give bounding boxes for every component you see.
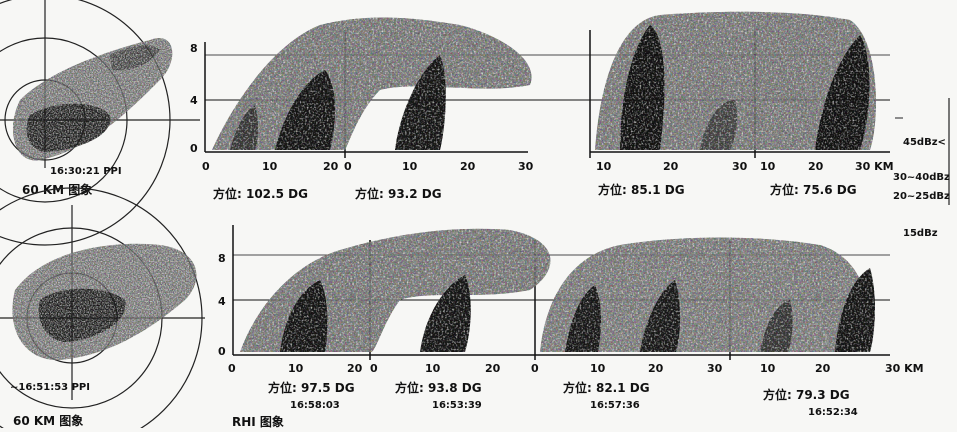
rhi-top-row: 8 4 0 0 10 20 0 10 20 30 10 20 30 10 20 …	[190, 11, 894, 201]
bottom-p1-x-20: 20	[347, 362, 363, 375]
bottom-p4-x-10: 10	[760, 362, 776, 375]
top-p3-azimuth: 方位: 85.1 DG	[598, 182, 685, 197]
legend-45dbz: 45dBz<	[903, 137, 946, 148]
ppi-bottom-scope: ~16:51:53 PPI 60 KM 图象	[0, 187, 205, 432]
bottom-p1-x-10: 10	[288, 362, 304, 375]
top-p3-x-30: 30	[732, 160, 748, 173]
top-p2-x-10: 10	[402, 160, 418, 173]
top-p4-x-10: 10	[760, 160, 776, 173]
bottom-p3-x-30: 30	[707, 362, 723, 375]
rhi-caption: RHI 图象	[232, 414, 284, 428]
top-p1-x-0: 0	[202, 160, 210, 173]
top-p2-x-30: 30	[518, 160, 534, 173]
bottom-p2-x-10: 10	[425, 362, 441, 375]
legend-20-25dbz: 20~25dBz	[893, 191, 950, 202]
bottom-p3-x-0: 0	[531, 362, 539, 375]
top-p2-x-0: 0	[344, 160, 352, 173]
ppi-bottom-caption: 60 KM 图象	[13, 413, 83, 428]
top-p2-azimuth: 方位: 93.2 DG	[355, 186, 442, 201]
bottom-p1-time: 16:58:03	[290, 400, 340, 411]
bottom-p4-x-20: 20	[815, 362, 831, 375]
bottom-p4-time: 16:52:34	[808, 407, 858, 418]
bottom-p4-x-30km: 30 KM	[885, 362, 924, 375]
top-p4-x-20: 20	[808, 160, 824, 173]
ppi-top-scope: 16:30:21 PPI 60 KM 图象	[0, 0, 200, 246]
bottom-p1-azimuth: 方位: 97.5 DG	[268, 380, 355, 395]
bottom-p3-x-20: 20	[648, 362, 664, 375]
top-p4-x-30km: 30 KM	[855, 160, 894, 173]
bottom-p3-time: 16:57:36	[590, 400, 640, 411]
legend-30-40dbz: 30~40dBz	[893, 172, 950, 183]
bottom-y-tick-4: 4	[218, 295, 226, 308]
ppi-bottom-time: ~16:51:53 PPI	[10, 382, 90, 393]
ppi-top-caption: 60 KM 图象	[22, 182, 92, 197]
rhi-bottom-row: 8 4 0 0 10 20 0 10 20 0 10 20 30 10 20 3…	[218, 225, 924, 429]
top-p1-x-20: 20	[323, 160, 339, 173]
bottom-p3-x-10: 10	[590, 362, 606, 375]
bottom-y-tick-8: 8	[218, 252, 226, 265]
bottom-p2-time: 16:53:39	[432, 400, 482, 411]
top-p4-azimuth: 方位: 75.6 DG	[770, 182, 857, 197]
top-y-tick-4: 4	[190, 94, 198, 107]
top-p1-azimuth: 方位: 102.5 DG	[213, 186, 308, 201]
reflectivity-legend: 45dBz< 30~40dBz 20~25dBz 15dBz	[893, 98, 950, 239]
top-y-tick-0: 0	[190, 142, 198, 155]
top-p2-x-20: 20	[460, 160, 476, 173]
bottom-p2-x-0: 0	[370, 362, 378, 375]
bottom-p2-x-20: 20	[485, 362, 501, 375]
top-p3-x-20: 20	[663, 160, 679, 173]
bottom-y-tick-0: 0	[218, 345, 226, 358]
top-p3-x-10: 10	[596, 160, 612, 173]
bottom-p3-azimuth: 方位: 82.1 DG	[563, 380, 650, 395]
legend-15dbz: 15dBz	[903, 228, 938, 239]
top-y-tick-8: 8	[190, 42, 198, 55]
ppi-top-time: 16:30:21 PPI	[50, 166, 122, 177]
bottom-p4-azimuth: 方位: 79.3 DG	[763, 387, 850, 402]
top-p1-x-10: 10	[262, 160, 278, 173]
bottom-p2-azimuth: 方位: 93.8 DG	[395, 380, 482, 395]
bottom-p1-x-0: 0	[228, 362, 236, 375]
